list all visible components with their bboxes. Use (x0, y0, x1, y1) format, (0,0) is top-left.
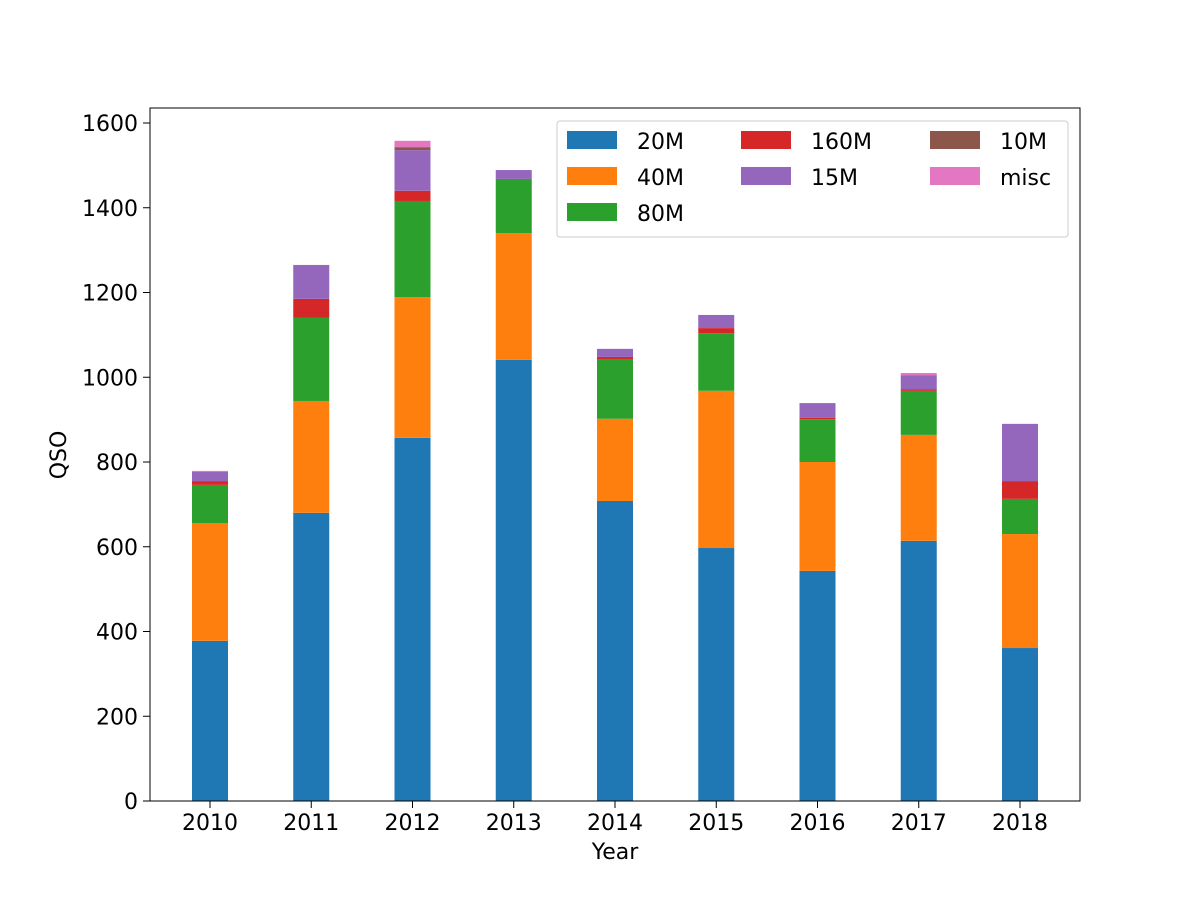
bar-2017-20M (900, 540, 937, 801)
bar-2010-40M (192, 523, 228, 641)
bar-2011-160M (293, 298, 330, 318)
legend-label-40M: 40M (637, 166, 684, 191)
bar-2014-160M (597, 356, 633, 360)
bar-2012-10M (394, 147, 431, 151)
bar-2011-80M (293, 317, 330, 401)
y-tick-label: 1200 (82, 282, 138, 307)
bar-2014-15M (597, 348, 633, 357)
bar-2012-misc (394, 140, 431, 148)
x-tick-label: 2011 (283, 811, 339, 836)
bar-2016-80M (799, 419, 836, 462)
bar-2013-40M (495, 233, 532, 360)
legend-label-160M: 160M (811, 130, 872, 155)
legend-label-20M: 20M (637, 130, 684, 155)
bar-2016-160M (799, 417, 836, 420)
bar-2017-15M (900, 375, 937, 390)
legend-swatch-160M (741, 131, 791, 149)
x-tick-label: 2017 (891, 811, 947, 836)
legend-swatch-misc (930, 167, 980, 185)
bar-2014-80M (597, 359, 633, 419)
x-tick-label: 2014 (587, 811, 643, 836)
y-tick-label: 600 (96, 536, 138, 561)
bar-2015-15M (698, 314, 735, 329)
legend-frame (556, 120, 1069, 238)
legend-swatch-15M (741, 167, 791, 185)
bar-2012-80M (394, 200, 431, 298)
legend-swatch-80M (567, 203, 617, 221)
bar-2015-160M (698, 328, 735, 334)
bar-2016-40M (799, 462, 836, 571)
bar-2011-20M (293, 512, 330, 801)
bar-2012-160M (394, 190, 431, 201)
legend-label-15M: 15M (811, 166, 858, 191)
bar-2016-15M (799, 403, 836, 418)
x-axis: 2010 2011 2012 2013 2014 2015 2016 2017 2018 (182, 801, 1048, 836)
bar-2012-40M (394, 297, 431, 438)
y-tick-label: 200 (96, 705, 138, 730)
bar-2014-40M (597, 418, 633, 501)
x-tick-label: 2016 (790, 811, 846, 836)
y-tick-label: 1600 (82, 112, 138, 137)
x-tick-label: 2018 (992, 811, 1048, 836)
legend-swatch-10M (930, 131, 980, 149)
y-axis-label: QSO (47, 431, 72, 480)
bars-group (192, 140, 1038, 801)
bar-2011-40M (293, 400, 330, 513)
x-tick-label: 2010 (182, 811, 238, 836)
bar-2017-misc (900, 373, 937, 376)
bar-2018-15M (1002, 423, 1038, 482)
bar-2016-20M (799, 570, 836, 801)
bar-2010-20M (192, 640, 228, 801)
bar-2015-80M (698, 333, 735, 391)
bar-2017-80M (900, 390, 937, 435)
bar-2012-15M (394, 150, 431, 191)
bar-2013-160M (495, 178, 532, 180)
bar-2014-20M (597, 500, 633, 801)
bar-2017-160M (900, 389, 937, 391)
bar-2013-80M (495, 179, 532, 234)
bar-2018-20M (1002, 648, 1038, 801)
y-tick-label: 800 (96, 451, 138, 476)
legend: 20M 40M 80M 160M 15M 10M misc (556, 120, 1069, 238)
bar-2013-20M (495, 359, 532, 801)
y-tick-label: 1400 (82, 197, 138, 222)
x-axis-label: Year (591, 840, 640, 865)
x-tick-label: 2012 (385, 811, 441, 836)
x-tick-label: 2013 (486, 811, 542, 836)
x-tick-label: 2015 (688, 811, 744, 836)
bar-2013-15M (495, 170, 532, 179)
legend-swatch-20M (567, 131, 617, 149)
bar-2018-80M (1002, 498, 1038, 535)
y-tick-label: 1000 (82, 366, 138, 391)
bar-2011-15M (293, 265, 330, 299)
bar-2012-20M (394, 437, 431, 801)
bar-2015-40M (698, 390, 735, 549)
legend-label-misc: misc (1000, 166, 1051, 191)
y-tick-label: 0 (124, 790, 138, 815)
bar-2015-20M (698, 548, 735, 801)
legend-swatch-40M (567, 167, 617, 185)
legend-label-10M: 10M (1000, 130, 1047, 155)
legend-label-80M: 80M (637, 202, 684, 227)
y-tick-label: 400 (96, 621, 138, 646)
bar-2010-15M (192, 471, 228, 482)
y-axis: 0 200 400 600 800 1000 1200 1400 1600 (82, 112, 150, 815)
bar-2010-160M (192, 481, 228, 485)
bar-2010-80M (192, 484, 228, 524)
bar-2017-40M (900, 434, 937, 541)
bar-2018-40M (1002, 534, 1038, 649)
bar-2018-160M (1002, 481, 1038, 499)
